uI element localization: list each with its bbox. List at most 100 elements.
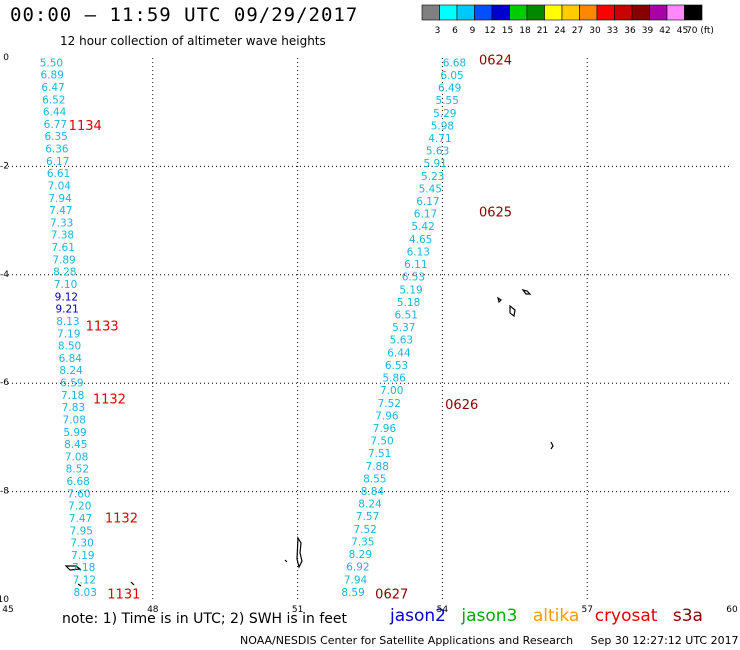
wave-height-label: 6.36 (45, 144, 69, 156)
wave-height-label: 6.49 (438, 83, 461, 95)
colorbar-tick-label: 30 (589, 26, 601, 36)
wave-height-label: 7.57 (356, 511, 379, 523)
y-tick-label: -8 (0, 487, 9, 497)
colorbar-tick-label: 33 (607, 26, 618, 36)
chart-subtitle: 12 hour collection of altimeter wave hei… (60, 34, 326, 48)
colorbar-tick-label: 21 (537, 26, 548, 36)
wave-height-label: 8.59 (341, 587, 364, 599)
wave-height-label: 7.50 (370, 436, 393, 448)
wave-height-label: 6.92 (346, 562, 369, 574)
wave-height-label: 9.12 (55, 291, 78, 303)
wave-height-label: 8.55 (363, 473, 386, 485)
wave-height-label: 6.53 (385, 360, 408, 372)
wave-height-label: 4.71 (428, 133, 451, 145)
generated-timestamp: Sep 30 12:27:12 UTC 2017 (590, 634, 739, 647)
wave-height-label: 5.23 (421, 171, 444, 183)
wave-height-label: 6.44 (43, 107, 67, 119)
wave-height-label: 8.24 (59, 365, 83, 377)
wave-height-label: 7.52 (353, 524, 376, 536)
wave-height-label: 7.94 (48, 193, 72, 205)
wave-height-label: 7.33 (50, 217, 73, 229)
pass-time-label: 0624 (479, 54, 512, 69)
wave-height-label: 8.52 (66, 464, 89, 476)
chart-title: 00:00 – 11:59 UTC 09/29/2017 (10, 4, 359, 26)
wave-height-label: 6.59 (60, 378, 83, 390)
y-tick-label: -10 (0, 595, 9, 605)
units-note: note: 1) Time is in UTC; 2) SWH is in fe… (62, 611, 348, 627)
wave-height-label: 5.19 (399, 284, 422, 296)
wave-height-label: 8.45 (64, 439, 87, 451)
colorbar-tick-label: 39 (642, 26, 654, 36)
colorbar-tick-label: 24 (554, 26, 566, 36)
legend-altika: altika (532, 606, 580, 626)
wave-height-label: 7.10 (54, 279, 77, 291)
pass-time-label: 1131 (107, 588, 140, 603)
x-tick-label: 57 (581, 605, 592, 615)
colorbar-tick-label: 12 (484, 26, 495, 36)
wave-height-label: 6.84 (59, 353, 83, 365)
y-tick-label: -6 (0, 378, 9, 388)
wave-height-label: 6.68 (443, 57, 466, 69)
wave-height-label: 7.96 (375, 410, 399, 422)
wave-height-label: 6.17 (414, 209, 437, 221)
x-tick-label: 45 (2, 605, 13, 615)
wave-height-label: 7.04 (48, 180, 72, 192)
x-tick-label: 60 (726, 605, 738, 615)
wave-height-label: 6.17 (46, 156, 69, 168)
wave-height-label: 6.05 (440, 70, 463, 82)
wave-height-label: 6.61 (47, 168, 70, 180)
wave-height-label: 6.47 (41, 82, 64, 94)
wave-height-label: 5.98 (431, 120, 454, 132)
wave-height-label: 7.88 (366, 461, 389, 473)
island-outline (509, 304, 516, 318)
wave-height-label: 6.89 (41, 70, 64, 82)
wave-height-label: 7.95 (70, 525, 93, 537)
wave-height-label: 7.52 (378, 398, 401, 410)
wave-height-label: 5.86 (382, 373, 406, 385)
wave-height-label: 6.77 (44, 119, 67, 131)
pass-time-label: 0626 (445, 398, 478, 413)
wave-height-label: 7.51 (368, 448, 391, 460)
x-tick-label: 51 (292, 605, 303, 615)
wave-height-label: 5.50 (40, 57, 63, 69)
wave-height-label: 6.44 (387, 347, 411, 359)
colorbar-tick-label: 42 (659, 26, 670, 36)
wave-height-label: 8.24 (358, 499, 382, 511)
wave-height-label: 5.29 (433, 108, 456, 120)
coastline-islands (64, 289, 554, 587)
wave-height-label: 6.53 (402, 272, 425, 284)
island-outline (64, 565, 82, 571)
wave-height-label: 5.99 (63, 427, 86, 439)
colorbar-tick-label: 15 (502, 26, 513, 36)
satellite-legend: jason2 jason3 altika cryosat s3a (390, 606, 713, 626)
island-outline (77, 583, 82, 587)
wave-height-label: 8.28 (53, 267, 76, 279)
y-tick-label: 0 (3, 53, 9, 63)
wave-height-label: 7.96 (373, 423, 397, 435)
legend-cryosat: cryosat (594, 606, 658, 626)
colorbar-tick-label: 18 (519, 26, 531, 36)
credit-text: NOAA/NESDIS Center for Satellite Applica… (240, 634, 574, 647)
wave-height-label: 6.68 (66, 476, 89, 488)
wave-height-label: 5.37 (392, 322, 415, 334)
island-outline (497, 296, 502, 304)
x-tick-label: 48 (147, 605, 159, 615)
wave-height-label: 6.52 (42, 94, 65, 106)
pass-time-label: 1133 (86, 319, 119, 334)
y-tick-label: -4 (0, 270, 9, 280)
wave-height-label: 5.45 (419, 183, 442, 195)
wave-height-label: 5.42 (411, 221, 434, 233)
wave-height-label: 7.00 (380, 385, 403, 397)
wave-height-label: 7.35 (351, 536, 374, 548)
track-cryosat: 5.506.896.476.526.446.776.356.366.176.61… (40, 57, 141, 602)
wave-height-label: 7.12 (73, 575, 96, 587)
wave-height-label: 7.47 (69, 513, 92, 525)
island-outline (296, 535, 303, 569)
track-s3a: 6.686.056.495.555.295.984.715.635.915.23… (341, 54, 512, 603)
wave-height-label: 7.19 (71, 550, 94, 562)
wave-height-label: 5.91 (423, 158, 446, 170)
wave-height-label: 7.18 (72, 562, 95, 574)
legend-jason3: jason3 (461, 606, 518, 626)
wave-height-label: 8.13 (56, 316, 79, 328)
